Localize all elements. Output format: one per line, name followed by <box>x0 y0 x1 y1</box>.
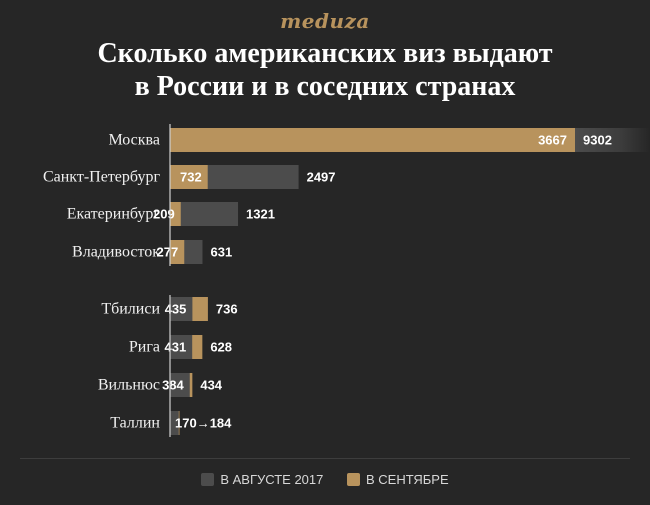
legend-swatch-september <box>347 473 360 486</box>
legend-swatch-august <box>201 473 215 486</box>
value-september-2: 209 <box>153 207 175 222</box>
value-september-0: 3667 <box>538 133 567 148</box>
legend-label-september: В СЕНТЯБРЕ <box>366 472 449 487</box>
bar-september-0 <box>170 128 575 152</box>
value-august-0: 9302 <box>583 133 612 148</box>
value-september-6: 434 <box>200 378 222 393</box>
category-label-7: Таллин <box>110 415 160 432</box>
bar-chart: Москва 3667 9302 Санкт-Петербург 732 2497 Екат… <box>43 124 650 437</box>
value-august-6: 384 <box>162 378 184 393</box>
bar-august-2 <box>170 202 239 226</box>
bar-september-3 <box>170 240 185 264</box>
value-september-4: 736 <box>216 302 238 317</box>
category-label-2: Екатеринбург <box>67 206 161 223</box>
value-august-3: 631 <box>210 245 232 260</box>
value-august-4: 435 <box>165 302 187 317</box>
legend: В АВГУСТЕ 2017 В СЕНТЯБРЕ <box>0 472 650 487</box>
bar-september-2 <box>170 202 181 226</box>
category-label-0: Москва <box>108 132 160 149</box>
bar-august-5 <box>170 335 193 359</box>
chart-title-line-2: в России и в соседних странах <box>134 71 516 102</box>
bar-august-4 <box>170 297 193 321</box>
category-label-3: Владивосток <box>72 244 160 261</box>
bar-august-0 <box>575 128 650 152</box>
category-label-4: Тбилиси <box>101 301 160 318</box>
legend-label-august: В АВГУСТЕ 2017 <box>220 472 324 487</box>
value-august-5: 431 <box>164 340 186 355</box>
legend-divider <box>20 458 630 459</box>
legend-item-september: В СЕНТЯБРЕ <box>347 472 449 487</box>
bar-august-6 <box>170 373 190 397</box>
category-label-1: Санкт-Петербург <box>43 169 161 186</box>
category-label-5: Рига <box>129 339 160 356</box>
bar-august-7 <box>170 411 179 435</box>
value-september-3: 277 <box>157 245 179 260</box>
meduza-logo: meduza <box>280 9 370 33</box>
value-august-1: 2497 <box>307 170 336 185</box>
value-september-1: 732 <box>180 170 202 185</box>
chart-title-line-1: Сколько американских виз выдают <box>97 38 553 69</box>
legend-item-august: В АВГУСТЕ 2017 <box>201 472 323 487</box>
category-label-6: Вильнюс <box>98 377 160 394</box>
bar-september-1 <box>170 165 208 189</box>
value-september-5: 628 <box>210 340 232 355</box>
value-august-2: 1321 <box>246 207 275 222</box>
value-august-to-september-7: 170→184 <box>175 416 232 431</box>
